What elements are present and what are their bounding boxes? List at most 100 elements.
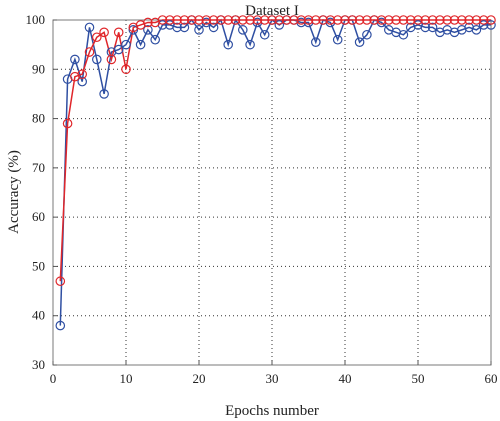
- series-2-point: [391, 15, 401, 25]
- series-1-point: [427, 22, 438, 33]
- series-2-point: [449, 15, 460, 25]
- y-tick-label: 80: [32, 111, 45, 126]
- series-1-point: [471, 25, 482, 35]
- series-1-point: [310, 37, 321, 47]
- series-2-point: [245, 15, 255, 25]
- series-2-point: [420, 15, 431, 25]
- series-2-point: [471, 15, 482, 25]
- series-2-point: [413, 15, 423, 25]
- series-2-point: [310, 15, 321, 25]
- series-1-point: [99, 89, 109, 99]
- series-1-point: [274, 20, 285, 30]
- series-1-point: [113, 44, 124, 55]
- series-2-point: [165, 15, 175, 25]
- series-1-point: [70, 54, 80, 65]
- series-1-point: [194, 25, 204, 35]
- y-tick-label: 40: [32, 308, 45, 323]
- x-tick-label: 0: [50, 371, 57, 386]
- series-2-point: [325, 15, 336, 25]
- series-2-point: [186, 15, 197, 25]
- x-tick-label: 40: [339, 371, 352, 386]
- series-2-point: [121, 64, 131, 75]
- grid-lines: [53, 20, 491, 365]
- series-2-point: [143, 17, 153, 28]
- series-2-point: [230, 15, 241, 25]
- series-2-point: [478, 15, 489, 25]
- series-2-point: [62, 118, 73, 129]
- series-1-point: [55, 320, 66, 331]
- series-2-point: [456, 15, 467, 25]
- series-1-point: [238, 25, 248, 35]
- axis-ticks: 0 10 20 30 40 50 60 30 40 50 60 70 80 90 100: [26, 12, 498, 386]
- series-2-point: [267, 15, 277, 25]
- series-1-point: [478, 20, 489, 30]
- series-2-point: [442, 15, 452, 25]
- series-2-point: [296, 15, 306, 25]
- series-2-point: [201, 15, 212, 25]
- series-2-point: [354, 15, 365, 25]
- series-2-point: [347, 15, 358, 25]
- series-2-point: [259, 15, 270, 25]
- series-2-point: [486, 15, 496, 25]
- x-tick-label: 60: [485, 371, 498, 386]
- series-2-point: [92, 32, 102, 43]
- series-2-point: [77, 69, 87, 80]
- series-1-point: [172, 22, 182, 33]
- series-2-point: [340, 15, 350, 25]
- series-2-point: [274, 15, 285, 25]
- series-1-point: [362, 29, 372, 40]
- x-tick-label: 50: [412, 371, 425, 386]
- series-2-point: [398, 15, 409, 25]
- series-2-point: [55, 276, 66, 287]
- y-tick-label: 100: [26, 12, 46, 27]
- series-layer: [55, 15, 496, 331]
- y-tick-label: 90: [32, 61, 45, 76]
- series-1-point: [84, 22, 95, 33]
- series-1-point: [223, 39, 233, 50]
- series-2-point: [106, 54, 117, 65]
- series-2-point: [427, 15, 438, 25]
- series-1-point: [77, 76, 87, 87]
- series-2-point: [383, 15, 394, 25]
- series-1-point: [259, 29, 270, 40]
- y-tick-label: 30: [32, 357, 45, 372]
- series-2-point: [172, 15, 182, 25]
- series-2-point: [113, 27, 124, 38]
- series-1-point: [143, 25, 153, 35]
- series-1-point: [398, 29, 409, 40]
- series-2-point: [405, 15, 416, 25]
- series-2-point: [208, 15, 219, 25]
- series-2-point: [84, 47, 95, 57]
- series-2-point: [281, 15, 292, 25]
- series-2-point: [216, 15, 226, 25]
- x-tick-label: 30: [266, 371, 279, 386]
- series-1-point: [332, 34, 343, 45]
- series-2-point: [194, 15, 204, 25]
- series-2-point: [238, 15, 248, 25]
- series-2-point: [362, 15, 372, 25]
- y-tick-label: 70: [32, 160, 45, 175]
- series-2-point: [99, 27, 109, 38]
- x-axis-label: Epochs number: [225, 403, 319, 419]
- series-1-point: [150, 34, 160, 45]
- series-2-line: [59, 19, 491, 282]
- x-tick-label: 20: [193, 371, 206, 386]
- series-2-point: [223, 15, 233, 25]
- series-2-point: [332, 15, 343, 25]
- series-2-point: [157, 15, 168, 25]
- series-2-point: [435, 15, 445, 25]
- y-tick-label: 60: [32, 209, 45, 224]
- series-1-point: [354, 37, 365, 47]
- series-1-point: [135, 39, 146, 50]
- series-2-point: [289, 15, 299, 25]
- series-2-point: [303, 15, 314, 25]
- series-1-point: [121, 39, 131, 50]
- series-2-point: [318, 15, 328, 25]
- series-1-point: [208, 22, 219, 33]
- series-1-point: [128, 25, 139, 35]
- x-tick-label: 10: [120, 371, 133, 386]
- series-2-point: [464, 15, 474, 25]
- series-1-point: [179, 22, 190, 33]
